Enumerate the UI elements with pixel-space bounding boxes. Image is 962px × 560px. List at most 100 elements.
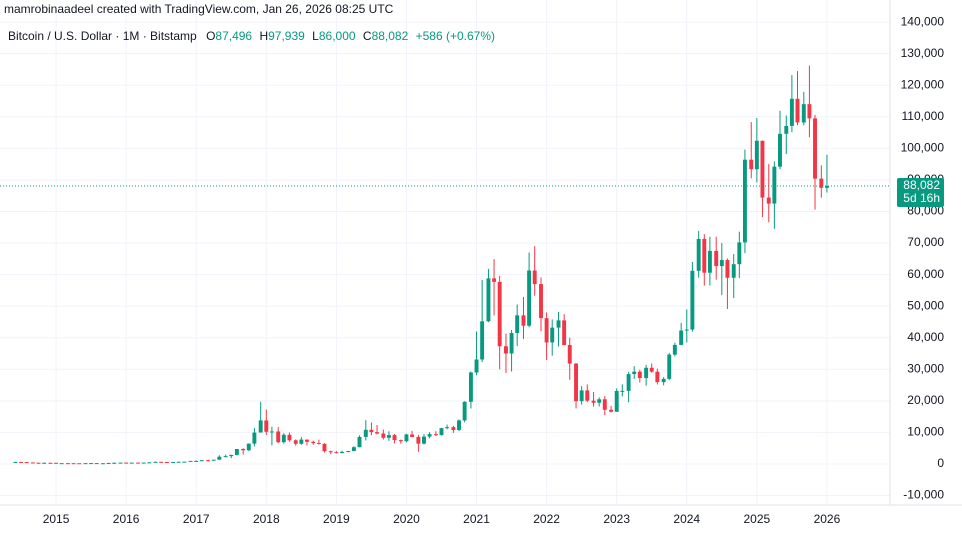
y-tick-label: 10,000 bbox=[907, 425, 944, 439]
countdown: 5d 16h bbox=[903, 191, 940, 205]
candle-body bbox=[591, 400, 596, 403]
candle-body bbox=[276, 431, 281, 443]
candle-body bbox=[375, 432, 379, 434]
candle-body bbox=[124, 462, 129, 464]
candle-body bbox=[807, 104, 812, 119]
axes: -10,000 0 10,000 20,000 30,000 40,000 50,000 60… bbox=[43, 14, 945, 526]
candle-body bbox=[392, 435, 397, 441]
candle-body bbox=[772, 166, 777, 204]
candle-body bbox=[544, 318, 549, 343]
candle-body bbox=[357, 436, 362, 448]
candle-body bbox=[129, 462, 134, 464]
candle-body bbox=[234, 449, 239, 455]
candle-body bbox=[83, 463, 88, 465]
candle-body bbox=[527, 270, 532, 326]
candle-body bbox=[702, 238, 707, 273]
candle-body bbox=[24, 462, 29, 464]
candle-body bbox=[457, 420, 461, 430]
candle-body bbox=[609, 409, 614, 412]
candle-body bbox=[316, 443, 321, 445]
candle-body bbox=[492, 278, 497, 282]
x-tick-label: 2020 bbox=[393, 512, 420, 526]
candle-body bbox=[626, 374, 631, 391]
candle-body bbox=[66, 463, 70, 465]
candle-body bbox=[59, 463, 64, 465]
candle-body bbox=[550, 327, 555, 343]
open-value: 87,496 bbox=[215, 29, 252, 43]
symbol: Bitcoin / U.S. Dollar · 1M · Bitstamp bbox=[8, 29, 197, 43]
x-tick-label: 2017 bbox=[183, 512, 210, 526]
candle-body bbox=[760, 140, 765, 198]
candle-body bbox=[54, 462, 59, 464]
y-tick-label: 80,000 bbox=[907, 204, 944, 218]
candle-body bbox=[188, 460, 193, 462]
candle-body bbox=[532, 270, 537, 285]
candle-body bbox=[679, 330, 684, 345]
candle-body bbox=[480, 321, 485, 360]
candle-body bbox=[644, 367, 649, 379]
candle-body bbox=[386, 435, 391, 438]
candle-body bbox=[539, 284, 543, 319]
y-tick-label: 30,000 bbox=[907, 361, 944, 375]
candle-body bbox=[579, 390, 584, 402]
change: +586 (+0.67%) bbox=[416, 29, 495, 43]
candle-body bbox=[153, 461, 158, 463]
candle-body bbox=[754, 140, 759, 170]
candle-body bbox=[19, 461, 23, 463]
candle-body bbox=[206, 460, 211, 462]
candle-body bbox=[118, 462, 123, 464]
close-label: C bbox=[363, 29, 372, 43]
y-tick-label: 110,000 bbox=[902, 109, 945, 123]
candle-body bbox=[789, 98, 794, 126]
candle-body bbox=[801, 104, 806, 123]
candle-body bbox=[182, 461, 187, 463]
y-tick-label: 140,000 bbox=[901, 14, 945, 28]
candle-body bbox=[159, 461, 164, 463]
candle-body bbox=[304, 439, 309, 442]
candle-body bbox=[632, 371, 637, 375]
x-tick-label: 2015 bbox=[43, 512, 70, 526]
candle-body bbox=[171, 462, 176, 464]
candle-body bbox=[684, 329, 689, 331]
candle-body bbox=[71, 463, 76, 465]
candle-body bbox=[725, 260, 730, 278]
candle-body bbox=[778, 133, 782, 167]
candle-body bbox=[737, 242, 742, 265]
y-tick-label: 20,000 bbox=[907, 393, 944, 407]
candle-body bbox=[597, 399, 602, 403]
candle-body bbox=[48, 462, 53, 464]
candle-body bbox=[258, 420, 263, 433]
candle-body bbox=[667, 354, 672, 379]
candle-body bbox=[89, 463, 94, 465]
candle-body bbox=[504, 346, 508, 354]
candle-body bbox=[398, 440, 403, 442]
candle-body bbox=[824, 185, 829, 188]
candle-body bbox=[672, 344, 677, 355]
candle-body bbox=[474, 359, 479, 373]
candle-body bbox=[655, 371, 660, 383]
candle-body bbox=[351, 447, 356, 452]
candle-body bbox=[340, 451, 344, 454]
candle-body bbox=[410, 434, 415, 437]
candle-body bbox=[661, 378, 666, 383]
x-tick-label: 2026 bbox=[814, 512, 841, 526]
candle-body bbox=[696, 238, 701, 271]
y-tick-label: -10,000 bbox=[903, 488, 944, 502]
y-tick-label: 60,000 bbox=[907, 267, 944, 281]
y-tick-label: 0 bbox=[937, 456, 944, 470]
candle-body bbox=[766, 197, 771, 204]
candle-body bbox=[649, 367, 654, 372]
candle-body bbox=[422, 436, 426, 444]
candle-body bbox=[486, 278, 491, 322]
x-tick-label: 2018 bbox=[253, 512, 280, 526]
candle-body bbox=[574, 363, 579, 402]
candle-body bbox=[136, 462, 141, 464]
candle-body bbox=[281, 434, 286, 443]
y-tick-label: 120,000 bbox=[901, 77, 945, 91]
candle-body bbox=[287, 434, 292, 441]
candle-body bbox=[246, 443, 251, 451]
y-tick-label: 130,000 bbox=[901, 46, 945, 60]
low-value: 86,000 bbox=[319, 29, 356, 43]
candle-body bbox=[784, 125, 789, 134]
candle-body bbox=[106, 462, 111, 464]
